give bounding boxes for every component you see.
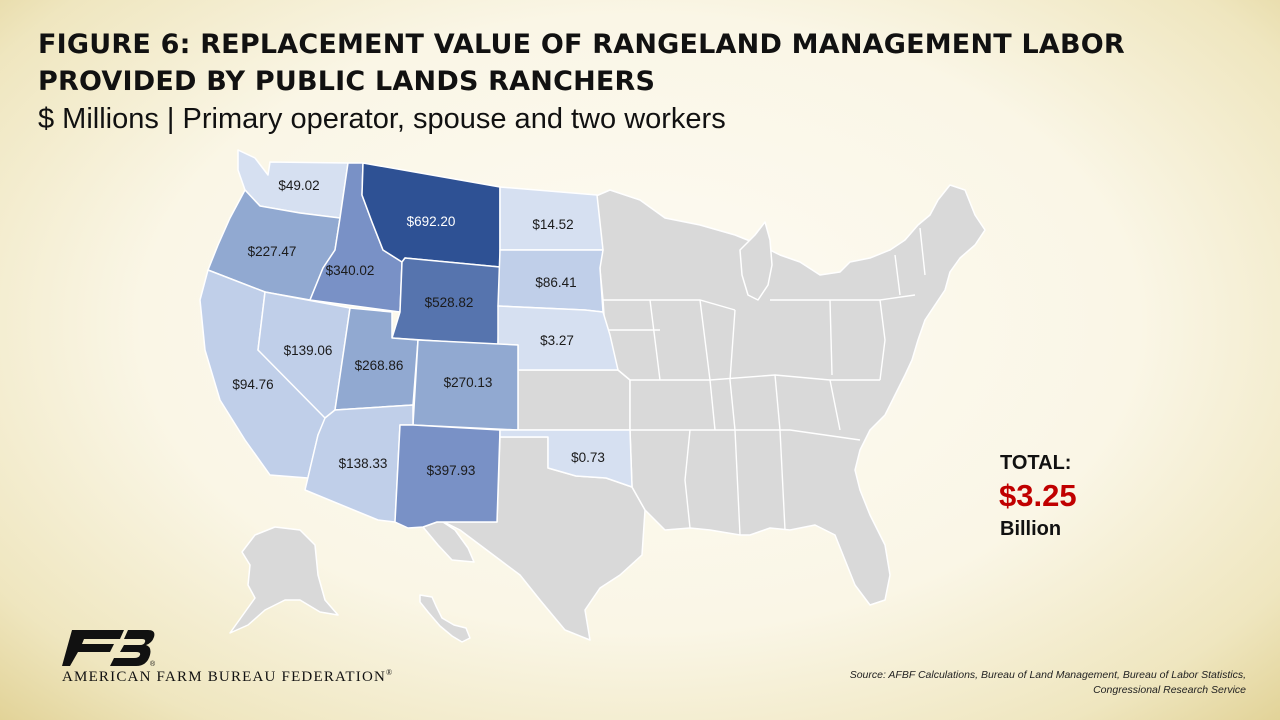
- state-value-labels: $49.02 $227.47 $340.02 $692.20 $528.82 $…: [232, 178, 605, 478]
- logo-registered-mark: ®: [150, 660, 156, 668]
- label-ut: $268.86: [355, 358, 404, 373]
- figure-title-line-1: FIGURE 6: REPLACEMENT VALUE OF RANGELAND…: [38, 29, 1125, 60]
- label-co: $270.13: [444, 375, 493, 390]
- state-mi: [739, 221, 773, 301]
- label-ne: $3.27: [540, 333, 574, 348]
- organization-name-text: AMERICAN FARM BUREAU FEDERATION: [62, 669, 387, 685]
- label-or: $227.47: [248, 244, 297, 259]
- eastern-interior-borders: [600, 227, 926, 536]
- state-nm: [394, 424, 501, 529]
- label-ok: $0.73: [571, 450, 605, 465]
- label-wy: $528.82: [425, 295, 474, 310]
- label-az: $138.33: [339, 456, 388, 471]
- label-ca: $94.76: [232, 377, 273, 392]
- label-wa: $49.02: [278, 178, 319, 193]
- data-states: [199, 149, 633, 529]
- state-ok: [499, 429, 633, 488]
- state-az: [304, 404, 414, 523]
- label-sd: $86.41: [535, 275, 576, 290]
- total-label: TOTAL:: [1000, 452, 1072, 474]
- state-hi: [419, 594, 471, 643]
- state-ks: [517, 369, 631, 431]
- figure-title: FIGURE 6: REPLACEMENT VALUE OF RANGELAND…: [38, 26, 1125, 100]
- figure-subtitle: $ Millions | Primary operator, spouse an…: [38, 103, 726, 135]
- eastern-states: [595, 184, 986, 606]
- total-value: $3.25: [999, 478, 1077, 513]
- organization-name: AMERICAN FARM BUREAU FEDERATION®: [62, 668, 393, 686]
- fb-logo-icon: ®: [62, 630, 156, 668]
- label-mt: $692.20: [407, 214, 456, 229]
- source-note: Source: AFBF Calculations, Bureau of Lan…: [850, 668, 1246, 698]
- source-line-1: Source: AFBF Calculations, Bureau of Lan…: [849, 669, 1246, 681]
- label-id: $340.02: [326, 263, 375, 278]
- label-nv: $139.06: [284, 343, 333, 358]
- source-line-2: Congressional Research Service: [1093, 684, 1246, 696]
- label-nm: $397.93: [427, 463, 476, 478]
- label-nd: $14.52: [532, 217, 573, 232]
- total-unit: Billion: [1000, 518, 1062, 540]
- no-data-states: [229, 184, 986, 643]
- figure-title-line-2: PROVIDED BY PUBLIC LANDS RANCHERS: [38, 66, 656, 97]
- organization-registered-mark: ®: [386, 668, 394, 677]
- state-ak: [229, 526, 339, 634]
